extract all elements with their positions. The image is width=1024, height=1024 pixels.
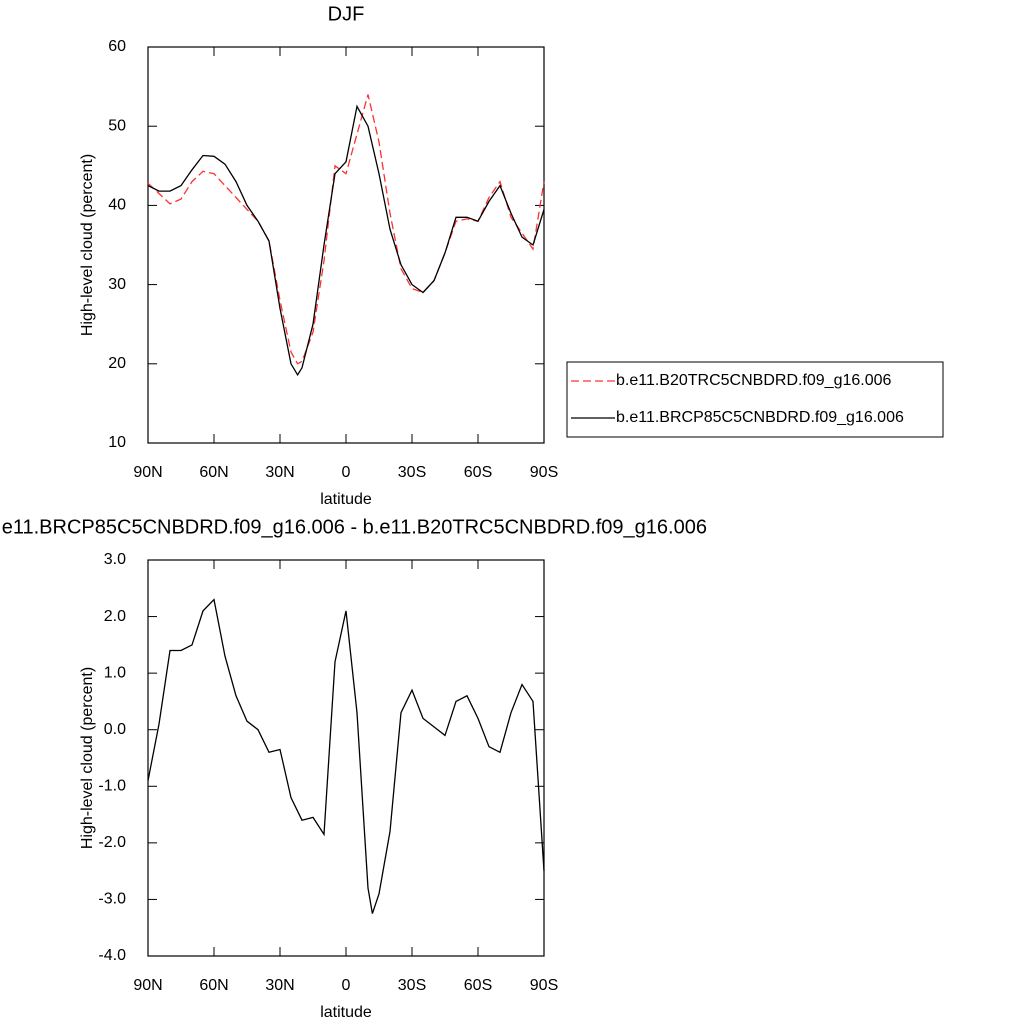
legend-label: b.e11.B20TRC5CNBDRD.f09_g16.006: [616, 372, 892, 389]
y-tick-label: 30: [108, 276, 126, 293]
data-line: [147, 598, 545, 914]
x-tick-label: 60N: [199, 977, 228, 994]
x-tick-label: 60N: [199, 464, 228, 481]
y-tick-label: -2.0: [98, 834, 126, 851]
x-tick-label: 30S: [398, 464, 426, 481]
y-tick-label: 2.0: [104, 608, 126, 625]
x-tick-label: 30S: [398, 977, 426, 994]
x-tick-label: 30N: [265, 977, 294, 994]
y-tick-label: 60: [108, 38, 126, 55]
legend-box: [566, 361, 944, 438]
chart-title: DJF: [328, 3, 365, 25]
x-tick-label: 90N: [133, 977, 162, 994]
y-tick-label: -4.0: [98, 947, 126, 964]
data-line: [147, 94, 545, 365]
y-axis-label: High-level cloud (percent): [79, 154, 96, 336]
x-tick-label: 60S: [464, 977, 492, 994]
x-tick-label: 90S: [530, 464, 558, 481]
plot-frame: [147, 46, 545, 444]
y-tick-label: 1.0: [104, 664, 126, 681]
x-tick-label: 60S: [464, 464, 492, 481]
y-tick-label: 40: [108, 197, 126, 214]
y-tick-label: -3.0: [98, 891, 126, 908]
x-tick-label: 0: [342, 464, 351, 481]
data-line: [147, 104, 545, 377]
legend-label: b.e11.BRCP85C5CNBDRD.f09_g16.006: [616, 409, 904, 426]
y-tick-label: -1.0: [98, 778, 126, 795]
x-tick-label: 30N: [265, 464, 294, 481]
plot-frame: [147, 559, 545, 957]
x-axis-label: latitude: [320, 1004, 372, 1021]
x-tick-label: 90S: [530, 977, 558, 994]
y-tick-label: 10: [108, 434, 126, 451]
x-axis-label: latitude: [320, 491, 372, 508]
y-tick-label: 3.0: [104, 551, 126, 568]
x-tick-label: 90N: [133, 464, 162, 481]
chart-title: b.e11.BRCP85C5CNBDRD.f09_g16.006 - b.e11…: [0, 516, 707, 538]
y-tick-label: 20: [108, 355, 126, 372]
y-tick-label: 0.0: [104, 721, 126, 738]
y-axis-label: High-level cloud (percent): [79, 667, 96, 849]
x-tick-label: 0: [342, 977, 351, 994]
y-tick-label: 50: [108, 117, 126, 134]
